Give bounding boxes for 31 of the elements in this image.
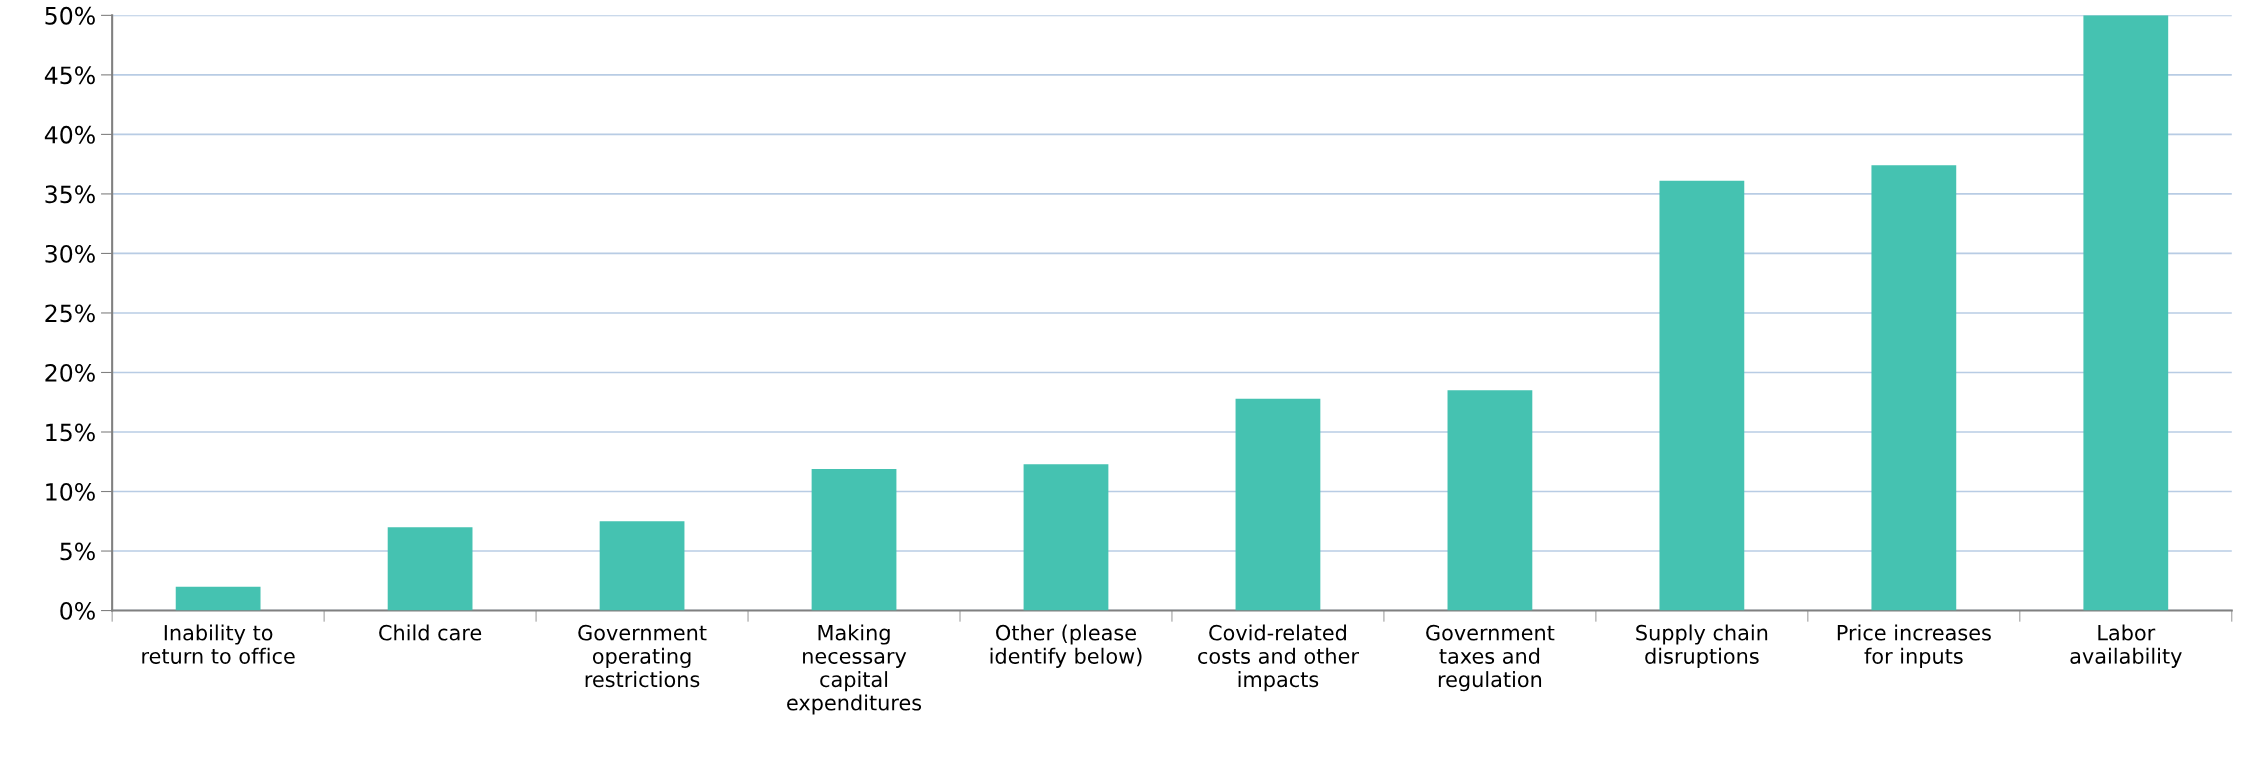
y-tick-label: 10% (46, 482, 95, 501)
y-tick-label: 35% (45, 185, 95, 204)
x-tick-label: Child care (379, 624, 482, 641)
x-tick-label: Labor availability (2070, 624, 2182, 668)
bar (2083, 15, 2169, 611)
y-tick-label: 0% (60, 602, 95, 620)
bar (1235, 398, 1321, 611)
bar (1871, 165, 1957, 611)
bar (811, 468, 897, 611)
bar (599, 521, 685, 611)
y-tick-label: 5% (60, 542, 95, 561)
x-tick-label: Inability to return to office (142, 624, 295, 664)
x-tick-label: Covid-related costs and other impacts (1198, 624, 1359, 692)
x-tick-label: Government taxes and regulation (1426, 624, 1555, 692)
y-tick-label: 30% (45, 244, 95, 263)
bar (1659, 180, 1745, 611)
y-tick-label: 15% (46, 423, 95, 442)
y-tick-label: 20% (45, 363, 95, 382)
x-tick-label: Making necessary capital expenditures (787, 624, 922, 715)
y-tick-label: 40% (44, 125, 95, 144)
x-tick-label: Price increases for inputs (1837, 624, 1991, 668)
y-tick-label: 50% (45, 6, 95, 25)
y-tick-label: 25% (45, 304, 95, 323)
bar (387, 527, 473, 611)
x-tick-label: Supply chain disruptions (1636, 624, 1768, 668)
bar (1023, 464, 1109, 611)
x-tick-label: Other (please identify below) (990, 624, 1142, 668)
x-tick-label: Government operating restrictions (578, 624, 707, 688)
bar (1447, 390, 1533, 611)
y-tick-label: 45% (44, 66, 95, 85)
bar (175, 586, 261, 611)
